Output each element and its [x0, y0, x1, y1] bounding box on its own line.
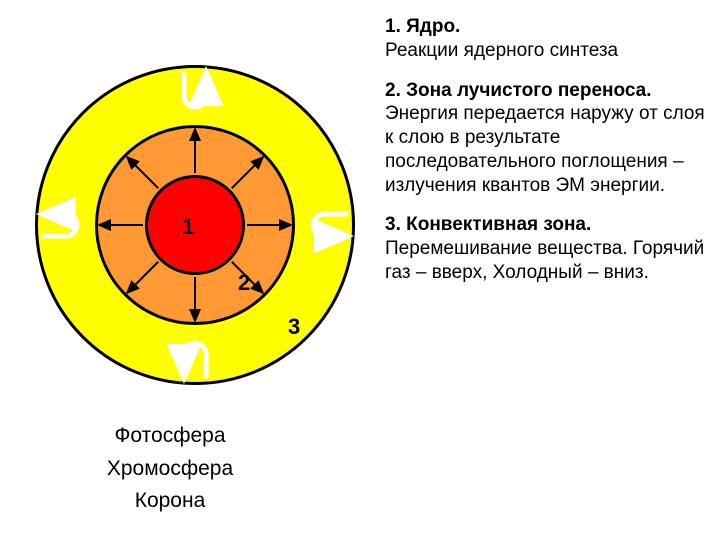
- section-1-title: 1. Ядро.: [385, 16, 460, 37]
- label-corona: Корона: [60, 485, 280, 518]
- section-3-title: 3. Конвективная зона.: [385, 214, 591, 235]
- outer-layer-labels: Фотосфера Хромосфера Корона: [60, 420, 280, 518]
- zone-label-3: 3: [288, 314, 300, 340]
- core-circle: [145, 175, 245, 275]
- label-chromosphere: Хромосфера: [60, 453, 280, 486]
- sun-diagram: 1 2 3: [20, 50, 370, 400]
- section-1-body: Реакции ядерного синтеза: [385, 40, 618, 61]
- zone-label-2: 2: [238, 270, 250, 296]
- section-2: 2. Зона лучистого переноса. Энергия пере…: [385, 79, 705, 198]
- section-2-title: 2. Зона лучистого переноса.: [385, 80, 652, 101]
- section-3-body: Перемешивание вещества. Горячий газ – вв…: [385, 238, 704, 283]
- section-2-body: Энергия передается наружу от слоя к слою…: [385, 103, 705, 195]
- section-3: 3. Конвективная зона. Перемешивание веще…: [385, 213, 705, 284]
- description-text: 1. Ядро. Реакции ядерного синтеза 2. Зон…: [385, 15, 705, 301]
- zone-label-1: 1: [182, 214, 194, 240]
- label-photosphere: Фотосфера: [60, 420, 280, 453]
- section-1: 1. Ядро. Реакции ядерного синтеза: [385, 15, 705, 63]
